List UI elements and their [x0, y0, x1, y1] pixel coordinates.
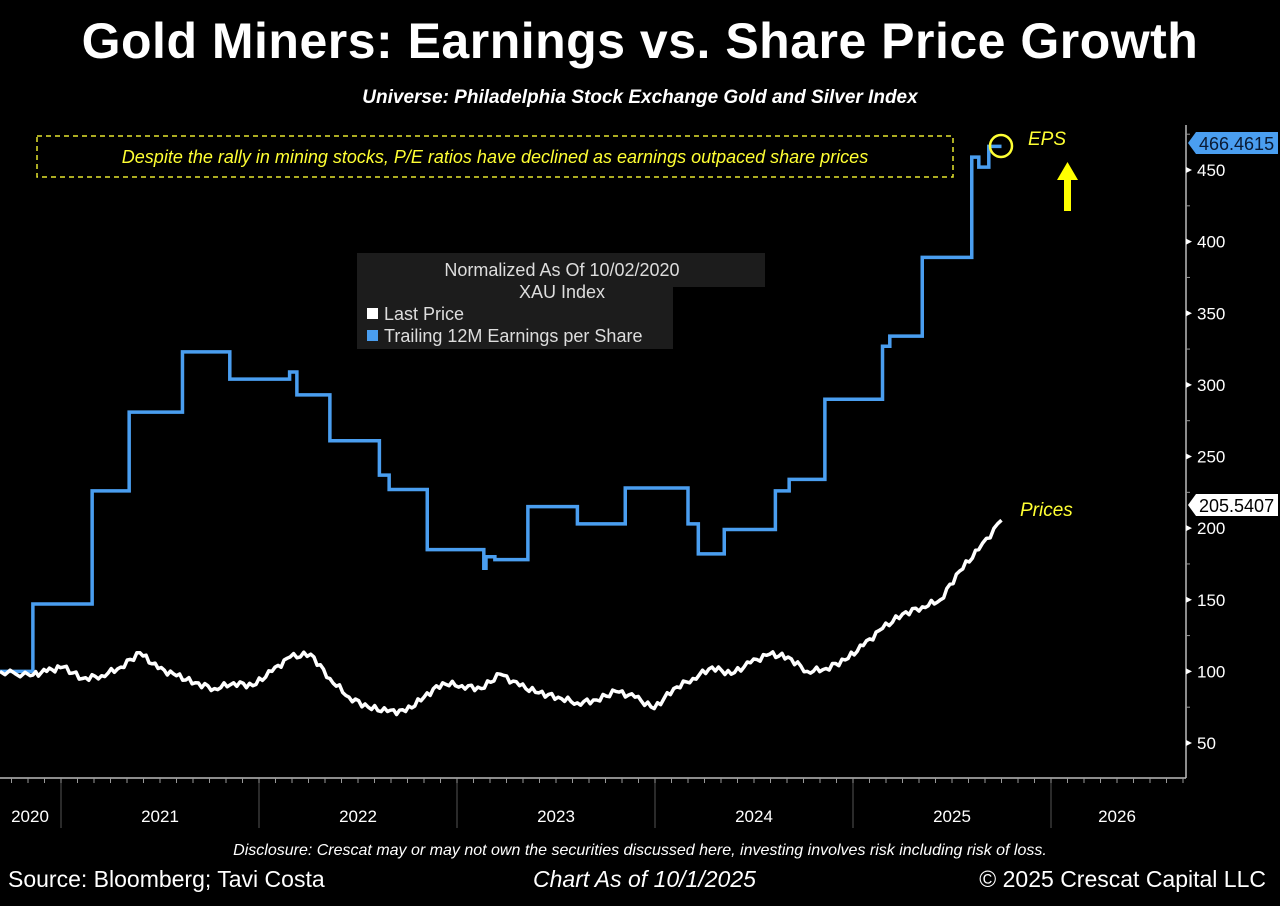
y-tick-label: 300 — [1197, 376, 1225, 395]
legend-title: Normalized As Of 10/02/2020 — [444, 260, 679, 280]
legend-entry-price: Last Price — [384, 304, 464, 324]
legend-entry-eps: Trailing 12M Earnings per Share — [384, 326, 642, 346]
chart-as-of: Chart As of 10/1/2025 — [533, 866, 756, 892]
y-tick-mark — [1186, 668, 1192, 675]
chart-plot: 50 100 150 200 250 300 350 400 450 2020 2021 2022 20… — [0, 125, 1278, 828]
x-tick-label: 2023 — [537, 807, 575, 826]
annotation-text: Despite the rally in mining stocks, P/E … — [122, 147, 868, 167]
x-tick-label: 2021 — [141, 807, 179, 826]
x-tick-label: 2026 — [1098, 807, 1136, 826]
y-tick-label: 400 — [1197, 233, 1225, 252]
price-last-value: 205.5407 — [1199, 496, 1274, 516]
disclosure: Disclosure: Crescat may or may not own t… — [233, 842, 1047, 859]
annotation-box — [36, 135, 954, 178]
y-tick-mark — [1186, 596, 1192, 603]
y-tick-mark — [1186, 238, 1192, 245]
copyright: © 2025 Crescat Capital LLC — [979, 866, 1266, 892]
y-tick-label: 50 — [1197, 734, 1216, 753]
y-tick-mark — [1186, 310, 1192, 317]
value-tags: 466.4615 205.5407 — [1188, 132, 1278, 516]
y-tick-mark — [1186, 381, 1192, 388]
x-tick-label: 2020 — [11, 807, 49, 826]
eps-annotation: EPS — [1028, 129, 1066, 150]
annotations: Despite the rally in mining stocks, P/E … — [36, 129, 1078, 521]
source: Source: Bloomberg; Tavi Costa — [8, 866, 325, 892]
eps-line — [0, 144, 1002, 674]
y-tick-mark — [1186, 453, 1192, 460]
y-tick-mark — [1186, 167, 1192, 173]
series — [0, 144, 1003, 717]
legend-bg — [357, 287, 673, 349]
x-tick-label: 2022 — [339, 807, 377, 826]
legend-subtitle: XAU Index — [519, 282, 605, 302]
price-last-value-tag — [1188, 494, 1278, 516]
y-tick-mark — [1186, 740, 1192, 746]
axes: 50 100 150 200 250 300 350 400 450 2020 2021 2022 20… — [0, 125, 1225, 828]
y-tick-label: 100 — [1197, 662, 1225, 681]
x-tick-label: 2024 — [735, 807, 773, 826]
eps-last-value: 466.4615 — [1199, 134, 1274, 154]
y-tick-mark — [1186, 525, 1192, 532]
up-arrow-icon — [1057, 162, 1078, 211]
legend-bg — [357, 253, 765, 287]
prices-annotation: Prices — [1020, 500, 1073, 521]
y-tick-label: 250 — [1197, 448, 1225, 467]
y-tick-label: 350 — [1197, 304, 1225, 323]
legend: Normalized As Of 10/02/2020 XAU Index La… — [357, 253, 765, 349]
eps-last-value-tag — [1188, 132, 1278, 154]
chart-subtitle: Universe: Philadelphia Stock Exchange Go… — [362, 87, 918, 108]
y-tick-label: 450 — [1197, 161, 1225, 180]
eps-highlight-circle — [988, 133, 1014, 159]
y-tick-label: 200 — [1197, 519, 1225, 538]
x-tick-label: 2025 — [933, 807, 971, 826]
price-line — [0, 518, 1003, 717]
chart-title: Gold Miners: Earnings vs. Share Price Gr… — [81, 13, 1199, 69]
y-tick-label: 150 — [1197, 591, 1225, 610]
legend-swatch-price — [367, 308, 378, 319]
legend-swatch-eps — [367, 330, 378, 341]
